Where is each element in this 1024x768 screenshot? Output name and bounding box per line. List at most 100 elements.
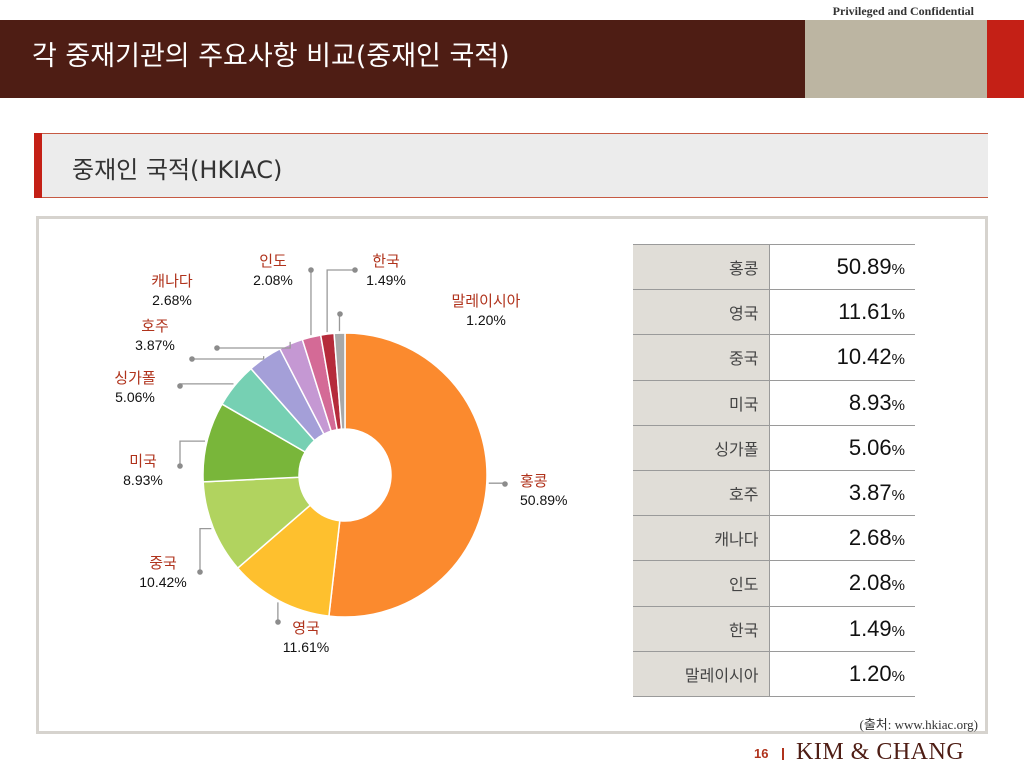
table-country-cell: 중국 xyxy=(633,334,770,381)
slice-value-label: 3.87% xyxy=(135,337,175,353)
slice-value-label: 1.49% xyxy=(366,272,406,288)
table-percent-sign: % xyxy=(891,306,905,324)
table-value-cell: 2.68% xyxy=(769,515,915,562)
section-title: 중재인 국적(HKIAC) xyxy=(72,156,283,184)
table-value: 11.61 xyxy=(838,299,892,325)
table-percent-sign: % xyxy=(891,577,905,595)
table-value: 5.06 xyxy=(848,434,892,460)
table-value-cell: 50.89% xyxy=(769,243,915,291)
table-row: 영국 11.61% xyxy=(633,289,915,336)
leader-dot xyxy=(189,356,195,362)
section-accent-bar xyxy=(34,133,42,198)
slice-label: 싱가폴 xyxy=(114,369,155,387)
leader-line xyxy=(217,341,291,349)
page-title: 각 중재기관의 주요사항 비교(중재인 국적) xyxy=(32,41,510,72)
table-row: 인도 2.08% xyxy=(633,560,915,607)
table-value-cell: 11.61% xyxy=(769,289,915,336)
slice-label: 미국 xyxy=(129,452,157,470)
confidential-notice: Privileged and Confidential xyxy=(832,4,974,18)
leader-dot xyxy=(308,267,314,273)
table-country-cell: 인도 xyxy=(633,560,770,607)
table-value-cell: 1.49% xyxy=(769,606,915,652)
source-note: (출처: www.hkiac.org) xyxy=(859,717,978,732)
slice-value-label: 5.06% xyxy=(115,389,155,405)
table-row: 중국 10.42% xyxy=(633,334,915,381)
table-percent-sign: % xyxy=(891,351,905,369)
table-percent-sign: % xyxy=(891,441,905,459)
table-value: 8.93 xyxy=(848,389,892,415)
slice-label: 말레이시아 xyxy=(451,292,520,310)
table-percent-sign: % xyxy=(891,261,905,279)
table-row: 호주 3.87% xyxy=(633,470,915,517)
leader-line xyxy=(179,383,234,386)
table-value: 2.68 xyxy=(848,525,892,551)
leader-dot xyxy=(502,481,508,487)
table-country-cell: 캐나다 xyxy=(633,515,770,562)
slice-value-label: 2.08% xyxy=(253,272,293,288)
table-row: 말레이시아 1.20% xyxy=(633,651,915,697)
table-value: 2.08 xyxy=(848,570,892,596)
leader-line xyxy=(179,440,206,466)
table-country-cell: 호주 xyxy=(633,470,770,517)
table-value-cell: 10.42% xyxy=(769,334,915,381)
table-country-cell: 말레이시아 xyxy=(633,651,770,697)
leader-dot xyxy=(352,267,358,273)
table-country-cell: 홍콩 xyxy=(633,243,770,291)
table-percent-sign: % xyxy=(891,622,905,640)
slice-label: 캐나다 xyxy=(151,272,193,290)
footer-separator xyxy=(782,748,784,760)
table-value-cell: 5.06% xyxy=(769,425,915,471)
header-red-block xyxy=(987,20,1024,98)
slice-label: 홍콩 xyxy=(520,472,548,490)
table-value-cell: 1.20% xyxy=(769,651,915,697)
leader-dot xyxy=(275,619,281,625)
header-bar xyxy=(0,20,805,98)
table-value: 10.42 xyxy=(836,344,892,370)
table-value-cell: 3.87% xyxy=(769,470,915,517)
table-value: 50.89 xyxy=(836,254,892,280)
leader-line xyxy=(199,527,212,572)
slice-value-label: 50.89% xyxy=(520,492,567,508)
table-percent-sign: % xyxy=(891,487,905,505)
pie-slice xyxy=(333,332,346,430)
slice-label: 한국 xyxy=(372,252,400,270)
slice-value-label: 2.68% xyxy=(152,292,192,308)
slice-label: 호주 xyxy=(141,317,169,335)
table-value-cell: 8.93% xyxy=(769,380,915,426)
slice-label: 중국 xyxy=(149,554,177,572)
table-country-cell: 미국 xyxy=(633,380,770,426)
leader-dot xyxy=(177,463,183,469)
table-percent-sign: % xyxy=(891,396,905,414)
table-country-cell: 한국 xyxy=(633,606,770,652)
table-percent-sign: % xyxy=(891,532,905,550)
table-row: 캐나다 2.68% xyxy=(633,515,915,562)
leader-dot xyxy=(214,345,220,351)
pie-slice xyxy=(328,332,488,618)
leader-dot xyxy=(197,569,203,575)
table-country-cell: 영국 xyxy=(633,289,770,336)
slice-label: 인도 xyxy=(259,252,287,270)
leader-dot xyxy=(177,383,183,389)
nationality-table: 홍콩 50.89% 영국 11.61% 중국 10.42% 미국 8.93% 싱가폴 5.06% 호… xyxy=(633,243,915,697)
slice-value-label: 8.93% xyxy=(123,472,163,488)
brand-logo: KIM & CHANG xyxy=(796,739,965,765)
table-value: 1.49 xyxy=(848,615,892,641)
table-value: 3.87 xyxy=(848,480,892,506)
table-row: 한국 1.49% xyxy=(633,606,915,652)
table-country-cell: 싱가폴 xyxy=(633,425,770,471)
leader-dot xyxy=(337,311,343,317)
page-number: 16 xyxy=(754,746,769,761)
table-percent-sign: % xyxy=(891,667,905,685)
header-gray-block xyxy=(805,20,987,98)
table-row: 미국 8.93% xyxy=(633,380,915,426)
table-row: 홍콩 50.89% xyxy=(633,243,915,291)
leader-line xyxy=(326,269,355,333)
slice-value-label: 11.61% xyxy=(283,639,329,655)
table-row: 싱가폴 5.06% xyxy=(633,425,915,471)
table-value: 1.20 xyxy=(848,660,892,686)
section-title-box xyxy=(34,133,988,198)
slice-value-label: 10.42% xyxy=(139,574,186,590)
leader-line xyxy=(192,356,265,360)
slice-value-label: 1.20% xyxy=(466,312,506,328)
